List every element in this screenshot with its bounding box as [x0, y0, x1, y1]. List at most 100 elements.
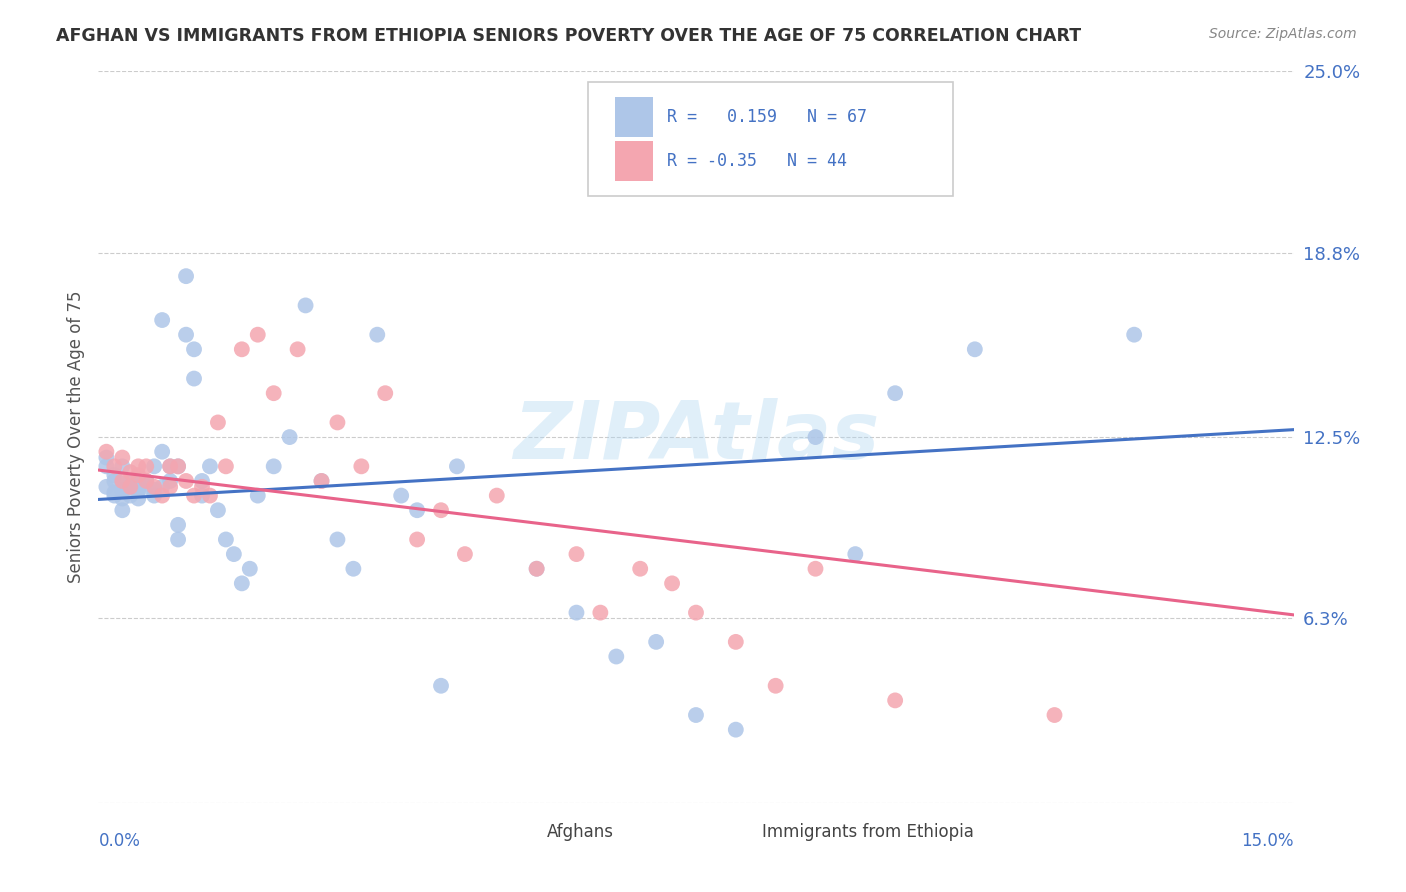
Point [645, 635, 668, 649]
Point [446, 459, 468, 474]
Bar [505, 821, 538, 843]
Point [765, 679, 787, 693]
Point [167, 533, 190, 547]
Point [526, 562, 548, 576]
Point [120, 465, 142, 479]
Point [565, 606, 588, 620]
Point [143, 480, 166, 494]
Point [120, 489, 142, 503]
Point [135, 480, 157, 494]
Point [326, 533, 349, 547]
Y-axis label: Seniors Poverty Over the Age of 75: Seniors Poverty Over the Age of 75 [66, 291, 84, 583]
Point [159, 459, 181, 474]
Point [804, 562, 827, 576]
Point [207, 503, 229, 517]
Point [127, 480, 149, 494]
Text: Source: ZipAtlas.com: Source: ZipAtlas.com [1209, 27, 1357, 41]
Point [143, 483, 166, 497]
Point [183, 343, 205, 357]
Point [589, 606, 612, 620]
Point [287, 343, 309, 357]
Point [127, 468, 149, 483]
Point [96, 450, 118, 465]
Point [143, 489, 166, 503]
Point [231, 343, 253, 357]
Point [191, 480, 214, 494]
Point [215, 533, 238, 547]
Point [311, 474, 333, 488]
Point [246, 489, 269, 503]
Point [174, 269, 197, 284]
Point [191, 474, 214, 488]
Point [485, 489, 508, 503]
Point [111, 503, 134, 517]
Point [103, 468, 125, 483]
Text: R =   0.159   N = 67: R = 0.159 N = 67 [668, 108, 868, 127]
Point [605, 649, 627, 664]
Point [724, 635, 747, 649]
Point [804, 430, 827, 444]
Point [183, 489, 205, 503]
Point [430, 679, 453, 693]
Point [103, 474, 125, 488]
Point [430, 503, 453, 517]
Text: 15.0%: 15.0% [1241, 832, 1294, 850]
Point [366, 327, 388, 342]
Point [103, 459, 125, 474]
Point [150, 313, 173, 327]
Point [724, 723, 747, 737]
Point [207, 416, 229, 430]
Point [103, 489, 125, 503]
Point [127, 483, 149, 497]
Point [135, 459, 157, 474]
Point [198, 459, 221, 474]
Point [159, 474, 181, 488]
Point [103, 485, 125, 500]
Point [963, 343, 986, 357]
Point [174, 474, 197, 488]
Point [263, 386, 285, 401]
Point [120, 480, 142, 494]
Point [311, 474, 333, 488]
Point [526, 562, 548, 576]
Point [884, 386, 907, 401]
Point [326, 416, 349, 430]
Point [406, 533, 429, 547]
Point [239, 562, 262, 576]
Point [135, 474, 157, 488]
Point [111, 459, 134, 474]
Point [215, 459, 238, 474]
Point [844, 547, 866, 561]
Point [294, 298, 316, 312]
Point [454, 547, 477, 561]
Point [231, 576, 253, 591]
Point [111, 491, 134, 506]
Point [884, 693, 907, 707]
Point [96, 444, 118, 458]
Point [198, 489, 221, 503]
Point [167, 459, 190, 474]
Point [565, 547, 588, 561]
Point [342, 562, 364, 576]
Point [150, 444, 173, 458]
Point [111, 483, 134, 497]
Point [191, 489, 214, 503]
Point [143, 459, 166, 474]
Point [120, 480, 142, 494]
Point [167, 517, 190, 532]
Point [135, 474, 157, 488]
Point [174, 327, 197, 342]
Point [111, 474, 134, 488]
Point [661, 576, 683, 591]
Text: Afghans: Afghans [547, 823, 613, 841]
Point [278, 430, 301, 444]
Point [246, 327, 269, 342]
Point [406, 503, 429, 517]
Point [159, 480, 181, 494]
Point [127, 474, 149, 488]
Point [222, 547, 245, 561]
FancyBboxPatch shape [589, 82, 953, 195]
Point [120, 474, 142, 488]
Text: ZIPAtlas: ZIPAtlas [513, 398, 879, 476]
Point [685, 708, 707, 723]
